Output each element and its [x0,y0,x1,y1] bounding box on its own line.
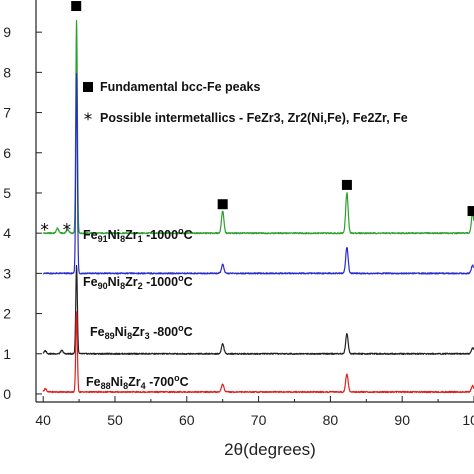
y-tick-label: 3 [3,265,11,281]
legend-entry: Fundamental bcc-Fe peaks [83,80,261,94]
y-tick-label: 2 [3,306,11,322]
series-label: Fe90Ni8Zr2 -1000oC [83,273,193,291]
series-label: Fe91Ni8Zr1 -1000oC [83,226,193,244]
x-tick-label: 50 [107,412,123,428]
bcc-fe-peak-marker [83,82,93,92]
y-tick-label: 4 [3,225,11,241]
series-line [42,73,474,275]
x-tick-label: 40 [35,412,51,428]
y-tick-label: 8 [3,64,11,80]
bcc-fe-peak-marker [71,1,82,12]
y-tick-label: 0 [3,386,11,402]
x-tick-label: 70 [251,412,267,428]
legend: Fundamental bcc-Fe peaks * Possible interm… [83,80,408,130]
x-tick-label: 80 [323,412,339,428]
legend-entry: * Possible intermetallics - FeZr3, Zr2(Ni… [84,110,408,130]
bcc-fe-peak-marker [217,199,228,210]
plot-series-group [42,19,474,394]
intermetallic-marker: * [63,220,72,240]
intermetallic-marker: * [40,220,49,240]
intermetallic-marker: * [84,110,93,130]
series-labels-group: Fe91Ni8Zr1 -1000oC Fe90Ni8Zr2 -1000oC Fe89… [83,226,193,391]
y-tick-label: 5 [3,185,11,201]
series-line [42,19,474,235]
x-tick-label: 60 [179,412,195,428]
series-line [42,264,474,355]
x-axis-title: 2θ(degrees) [224,440,316,459]
y-tick-label: 9 [3,24,11,40]
series-label: Fe89Ni8Zr3 -800oC [90,323,193,341]
y-tick-label: 7 [3,105,11,121]
y-tick-label: 1 [3,346,11,362]
series-label: Fe88Ni8Zr4 -700oC [86,373,189,391]
y-tick-label: 6 [3,145,11,161]
x-tick-label: 90 [394,412,410,428]
legend-label: Possible intermetallics - FeZr3, Zr2(Ni,… [100,111,408,125]
x-tick-label: 100 [462,412,474,428]
series-line [42,311,474,394]
bcc-fe-peak-marker [341,179,352,190]
bcc-fe-peak-marker [467,206,474,217]
plot-annotations-group: * * [40,1,474,240]
legend-label: Fundamental bcc-Fe peaks [100,80,261,94]
axes-group: 40 50 60 70 80 90 100 0 1 2 3 4 5 6 7 8 9 [3,0,474,428]
